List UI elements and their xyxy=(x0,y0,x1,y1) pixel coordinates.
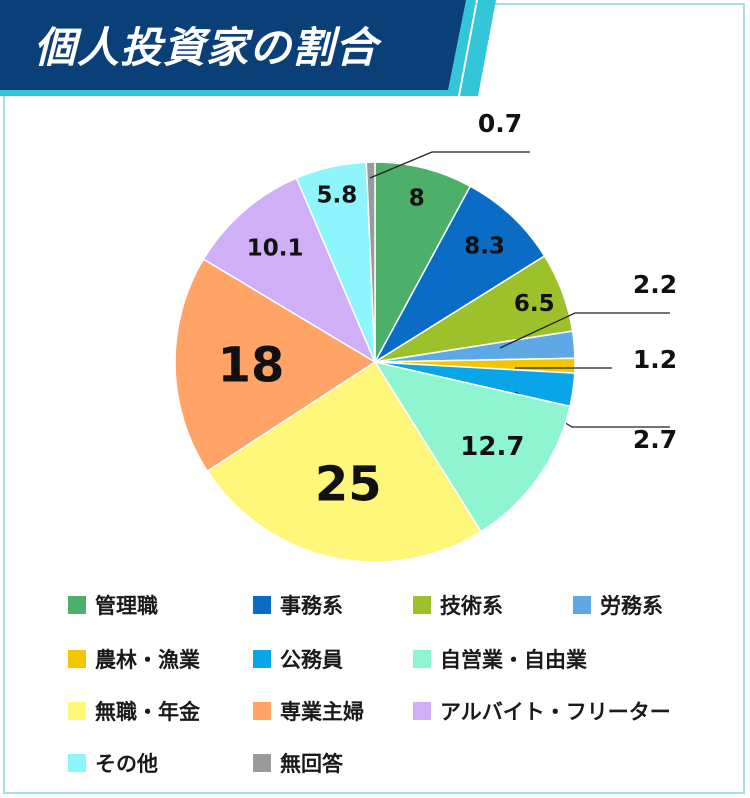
legend-swatch xyxy=(253,702,271,720)
legend-item: 無回答 xyxy=(253,748,343,778)
legend-item: 専業主婦 xyxy=(253,696,364,726)
legend-label: 無職・年金 xyxy=(95,700,200,724)
legend-label: 自営業・自由業 xyxy=(440,648,587,672)
legend-label: 労務系 xyxy=(600,594,663,618)
leader-line xyxy=(369,151,530,179)
legend-item: 管理職 xyxy=(68,590,158,620)
legend-label: 事務系 xyxy=(280,594,343,618)
legend-swatch xyxy=(68,650,86,668)
data-label: 1.2 xyxy=(633,345,677,374)
data-label: 18 xyxy=(218,338,285,394)
legend-swatch xyxy=(413,702,431,720)
chart-title: 個人投資家の割合 xyxy=(34,23,379,72)
data-label: 5.8 xyxy=(317,183,358,209)
data-label: 12.7 xyxy=(460,432,524,462)
data-label: 0.7 xyxy=(478,109,522,138)
pie-slice xyxy=(206,360,483,563)
legend-item: 事務系 xyxy=(253,590,343,620)
legend-label: その他 xyxy=(95,752,158,776)
legend-item: 技術系 xyxy=(413,590,503,620)
data-label: 25 xyxy=(315,456,382,512)
data-label: 2.7 xyxy=(633,425,677,454)
legend-item: 農林・漁業 xyxy=(68,644,200,674)
legend-item: 公務員 xyxy=(253,644,343,674)
pie-slice xyxy=(372,185,546,365)
data-label: 6.5 xyxy=(514,291,555,317)
legend-item: 労務系 xyxy=(573,590,663,620)
legend-item: 自営業・自由業 xyxy=(413,644,587,674)
legend-label: 管理職 xyxy=(95,594,158,618)
legend-label: 技術系 xyxy=(440,594,503,618)
leader-line xyxy=(499,312,670,349)
title-banner xyxy=(0,0,496,96)
data-label: 8 xyxy=(409,185,425,211)
pie-slice xyxy=(374,161,472,363)
legend-swatch xyxy=(68,702,86,720)
pie-slice xyxy=(174,258,377,473)
legend-label: アルバイト・フリーター xyxy=(440,700,671,724)
legend-swatch xyxy=(413,650,431,668)
data-label: 2.2 xyxy=(633,270,677,299)
pie-slice xyxy=(202,177,377,364)
legend-label: 専業主婦 xyxy=(280,700,364,724)
data-label: 10.1 xyxy=(247,236,304,262)
legend-swatch xyxy=(68,754,86,772)
legend-item: その他 xyxy=(68,748,158,778)
data-label: 8.3 xyxy=(464,234,505,260)
legend-item: 無職・年金 xyxy=(68,696,200,726)
legend-swatch xyxy=(253,754,271,772)
legend-item: アルバイト・フリーター xyxy=(413,696,671,726)
legend-label: 無回答 xyxy=(280,752,343,776)
pie-slice xyxy=(373,360,571,533)
legend-swatch xyxy=(253,650,271,668)
legend-label: 公務員 xyxy=(280,648,343,672)
legend-swatch xyxy=(573,596,591,614)
legend-swatch xyxy=(253,596,271,614)
pie-slice xyxy=(365,161,376,363)
legend-label: 農林・漁業 xyxy=(95,648,200,672)
legend-swatch xyxy=(68,596,86,614)
legend-swatch xyxy=(413,596,431,614)
